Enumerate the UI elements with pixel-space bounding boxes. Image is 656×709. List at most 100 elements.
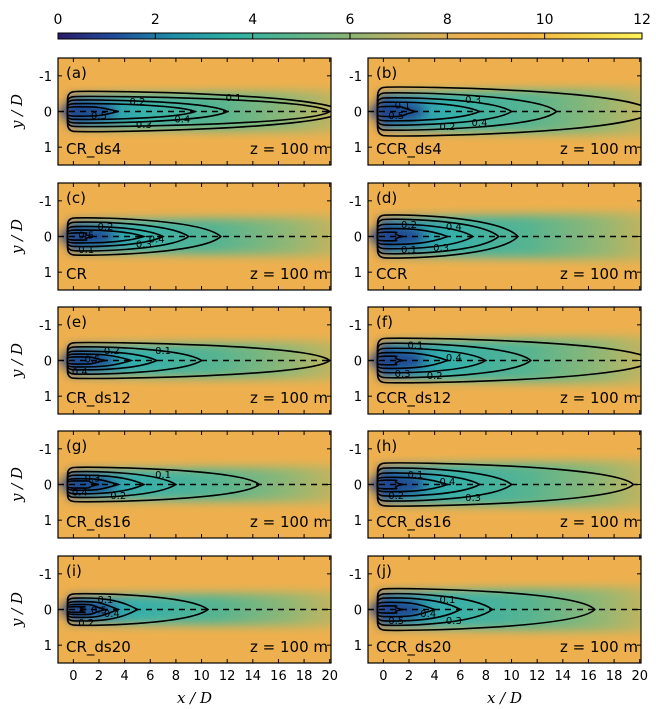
panel-label: (b) — [376, 64, 397, 82]
y-tick-label: 0 — [354, 106, 362, 121]
contour-label: 0.3 — [136, 120, 152, 131]
x-tick-label: 20 — [631, 669, 648, 684]
y-tick-label: -1 — [349, 70, 362, 85]
x-tick-label: 0 — [379, 669, 387, 684]
panel-label: (h) — [376, 437, 397, 455]
colorbar-tick-label: 0 — [54, 12, 63, 28]
panel-label: (d) — [376, 189, 397, 207]
y-tick-label: 0 — [44, 355, 52, 370]
x-tick-label: 4 — [431, 669, 439, 684]
panel-field: 0.20.5 0.40.3 0.1 — [58, 183, 331, 290]
y-axis-label: y / D — [8, 343, 26, 379]
x-tick-label: 10 — [503, 669, 520, 684]
contour-label: 0.2 — [97, 222, 113, 233]
contour-label: 0.5 — [91, 111, 107, 122]
y-tick-label: 1 — [354, 514, 362, 529]
contour-label: 0.4 — [72, 367, 88, 378]
y-tick-label: 0 — [354, 604, 362, 619]
contour-0.5 — [376, 479, 403, 490]
case-name: CR_ds16 — [66, 513, 131, 532]
contour-label: 0.2 — [388, 491, 404, 502]
colorbar-tick-label: 10 — [536, 12, 554, 28]
x-tick-label: 20 — [321, 669, 338, 684]
x-tick-label: 8 — [172, 669, 180, 684]
y-tick-label: 1 — [354, 639, 362, 654]
wake-field — [68, 341, 331, 380]
contour-label: 0.3 — [465, 493, 481, 504]
panel-field: 0.1 0.2 0.5 0.4 0.3 — [58, 58, 331, 165]
contour-0.5 — [66, 106, 119, 117]
contour-label: 0.4 — [149, 234, 165, 245]
x-tick-label: 2 — [405, 669, 413, 684]
contour-label: 0.5 — [388, 111, 404, 122]
contour-label: 0.2 — [401, 220, 417, 231]
x-tick-label: 18 — [296, 669, 313, 684]
case-name: CR_ds4 — [66, 140, 121, 159]
y-axis-label: y / D — [8, 592, 26, 628]
height-label: z = 100 m — [560, 513, 638, 531]
y-tick-label: -1 — [39, 568, 52, 583]
panel-h: 0.1 0.4 0.2 0.3 (h) CCR_ds16 z = 100 m -1 0 1 — [349, 430, 642, 539]
y-tick-label: 0 — [354, 231, 362, 246]
wake-field — [68, 216, 331, 257]
panel-field: 0.10.50.4 0.2 — [58, 556, 331, 663]
y-tick-label: -1 — [39, 319, 52, 334]
y-tick-label: -1 — [349, 568, 362, 583]
contour-label: 0.2 — [78, 618, 94, 629]
y-tick-label: 1 — [44, 639, 52, 654]
contour-label: 0.1 — [440, 595, 456, 606]
contour-label: 0.4 — [174, 115, 190, 126]
x-tick-label: 8 — [482, 669, 490, 684]
colorbar-tick-label: 2 — [151, 12, 160, 28]
contour-label: 0.4 — [420, 609, 436, 620]
contour-label: 0.1 — [155, 470, 171, 481]
height-label: z = 100 m — [250, 638, 328, 656]
case-name: CCR_ds4 — [376, 140, 442, 159]
contour-label: 0.1 — [226, 93, 242, 104]
panel-label: (e) — [66, 313, 87, 331]
x-tick-label: 2 — [95, 669, 103, 684]
colorbar-tick-label: 8 — [443, 12, 452, 28]
x-axis-label: x / D — [177, 689, 212, 707]
contour-0.5 — [376, 231, 403, 242]
y-tick-label: -1 — [39, 70, 52, 85]
panel-field: 0.1 0.4 0.3 0.2 — [368, 307, 641, 414]
height-label: z = 100 m — [250, 389, 328, 407]
contour-label: 0.2 — [427, 371, 443, 382]
contour-label: 0.4 — [72, 488, 88, 499]
panel-g: 0.3 0.1 0.4 0.2 (g) CR_ds16 z = 100 m -1 0 1 y / D — [8, 430, 332, 539]
y-tick-label: 1 — [44, 141, 52, 156]
panel-b: 0.1 0.3 0.5 0.2 0.4 (b) CCR_ds4 z = 100 m -1 0 1 — [349, 57, 642, 166]
case-name: CCR_ds16 — [376, 513, 451, 532]
y-tick-label: -1 — [349, 319, 362, 334]
contour-label: 0.3 — [465, 95, 481, 106]
x-tick-label: 6 — [146, 669, 154, 684]
y-tick-label: 1 — [44, 514, 52, 529]
panel-a: 0.1 0.2 0.5 0.4 0.3 (a) CR_ds4 z = 100 m -1 0 1 y /… — [8, 57, 332, 166]
panel-field: 0.2 0.4 0.1 0.3 — [368, 183, 641, 290]
y-tick-label: -1 — [349, 443, 362, 458]
contour-label: 0.4 — [104, 609, 120, 620]
height-label: z = 100 m — [560, 265, 638, 283]
contour-label: 0.1 — [395, 100, 411, 111]
case-name: CR — [66, 265, 87, 283]
y-tick-label: 0 — [44, 479, 52, 494]
panel-field: 0.3 0.1 0.4 0.2 — [58, 431, 331, 538]
contour-0.5 — [66, 356, 106, 365]
panel-c: 0.20.5 0.40.3 0.1 (c) CR z = 100 m -1 0 1 y / D — [8, 182, 332, 291]
y-tick-label: -1 — [39, 443, 52, 458]
panel-f: 0.1 0.4 0.3 0.2 (f) CCR_ds12 z = 100 m -1 0 1 — [349, 306, 642, 415]
contour-0.5 — [66, 605, 87, 614]
panel-label: (a) — [66, 64, 87, 82]
contour-label: 0.1 — [78, 245, 94, 256]
x-tick-label: 12 — [529, 669, 546, 684]
height-label: z = 100 m — [560, 638, 638, 656]
contour-label: 0.1 — [407, 470, 423, 481]
x-tick-label: 18 — [606, 669, 623, 684]
panel-label: (c) — [66, 189, 86, 207]
x-tick-label: 10 — [193, 669, 210, 684]
panel-field: 0.2 0.1 0.50.4 — [58, 307, 331, 414]
panel-d: 0.2 0.4 0.1 0.3 (d) CCR z = 100 m -1 0 1 — [349, 182, 642, 291]
y-tick-label: 1 — [44, 266, 52, 281]
